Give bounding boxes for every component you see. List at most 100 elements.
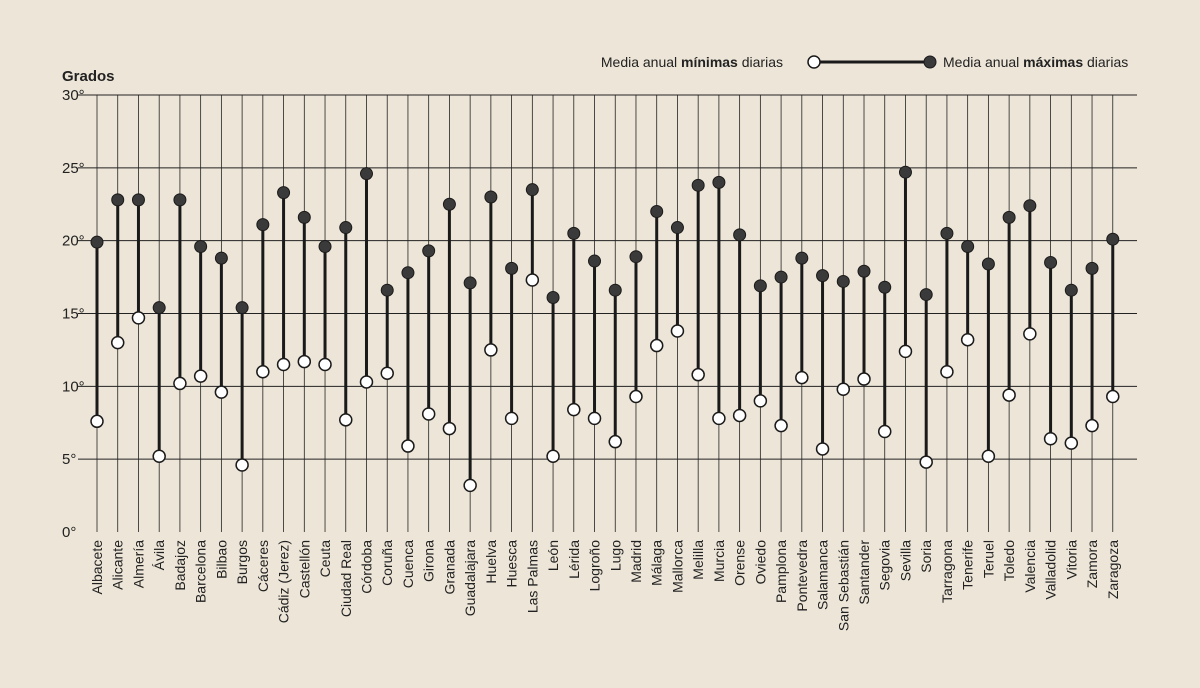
max-point — [359, 167, 373, 181]
category-label: Badajoz — [172, 540, 188, 591]
min-point — [442, 421, 457, 436]
min-point — [131, 311, 146, 325]
category-label: Segovia — [877, 540, 893, 591]
max-point — [318, 239, 332, 253]
min-point — [629, 389, 643, 404]
min-point — [276, 357, 291, 372]
min-point — [1106, 389, 1120, 404]
max-point — [442, 197, 456, 211]
max-point — [670, 221, 684, 235]
max-point — [484, 190, 498, 204]
min-point — [297, 354, 312, 369]
category-label: Córdoba — [358, 540, 374, 594]
max-point — [919, 288, 933, 302]
legend-max-marker — [923, 55, 937, 69]
category-label: Lugo — [607, 540, 623, 571]
category-label: Santander — [856, 540, 872, 605]
max-point — [898, 165, 912, 179]
min-point — [421, 407, 436, 421]
min-point — [753, 394, 768, 408]
category-label: Toledo — [1001, 540, 1017, 581]
category-label: Albacete — [89, 540, 105, 595]
max-point — [940, 226, 954, 240]
min-point — [795, 370, 809, 385]
max-point — [712, 175, 726, 189]
min-point — [504, 411, 519, 426]
category-label: Coruña — [379, 540, 395, 586]
min-point — [152, 449, 166, 464]
min-point — [235, 458, 249, 472]
min-point — [525, 273, 540, 287]
max-point — [339, 221, 353, 235]
min-point — [193, 369, 208, 383]
min-point — [670, 324, 685, 338]
max-point — [173, 193, 187, 207]
min-point — [463, 478, 477, 493]
category-label: Cáceres — [255, 540, 271, 592]
max-point — [981, 257, 995, 271]
category-label: Vitoria — [1063, 540, 1079, 580]
max-point — [753, 279, 767, 293]
min-point — [1002, 388, 1016, 402]
min-point — [401, 439, 415, 453]
min-point — [587, 411, 602, 426]
category-label: Málaga — [649, 540, 665, 586]
y-tick-label: 10° — [62, 378, 85, 395]
category-label: Barcelona — [193, 540, 209, 603]
category-label: San Sebastián — [835, 540, 851, 631]
max-point — [546, 290, 560, 304]
min-point — [960, 332, 975, 347]
category-label: Castellón — [296, 540, 312, 598]
category-label: Valencia — [1022, 540, 1038, 593]
category-label: Soria — [918, 540, 934, 573]
y-tick-label: 20° — [62, 233, 85, 250]
max-point — [194, 239, 208, 253]
category-label: Girona — [421, 540, 437, 582]
min-point — [774, 418, 788, 433]
min-point — [214, 385, 229, 399]
max-point — [795, 251, 809, 265]
category-label: Pamplona — [773, 540, 789, 603]
category-label: Cádiz (Jerez) — [276, 540, 292, 623]
max-point — [1085, 261, 1099, 275]
y-tick-label: 15° — [62, 306, 85, 323]
category-label: Zaragoza — [1105, 540, 1121, 599]
min-point — [732, 408, 747, 423]
min-point — [649, 338, 664, 353]
category-label: Sevilla — [897, 540, 913, 581]
category-label: Ceuta — [317, 540, 333, 578]
max-point — [505, 261, 519, 275]
max-point — [131, 193, 145, 207]
legend: Media anual mínimas diarias Media anual … — [601, 54, 1128, 70]
category-label: Teruel — [980, 540, 996, 578]
max-point — [90, 235, 104, 249]
category-label: Salamanca — [815, 540, 831, 610]
category-label: Zamora — [1084, 540, 1100, 588]
min-point — [1064, 436, 1079, 450]
category-label: Lérida — [566, 540, 582, 579]
max-point — [297, 210, 311, 224]
category-label: Alicante — [110, 540, 126, 590]
min-point — [110, 335, 125, 350]
min-point — [981, 449, 996, 464]
legend-max-label: Media anual máximas diarias — [943, 54, 1128, 70]
category-label: Las Palmas — [524, 540, 540, 613]
min-point — [567, 402, 581, 417]
y-axis-unit-label: Grados — [62, 68, 115, 85]
category-label: Huelva — [483, 540, 499, 584]
category-label: Madrid — [628, 540, 644, 583]
category-label: Orense — [732, 540, 748, 586]
max-point — [567, 226, 581, 240]
category-label: Granada — [441, 540, 457, 595]
max-point — [691, 178, 705, 192]
min-point — [898, 344, 913, 359]
max-point — [525, 183, 539, 197]
max-point — [733, 228, 747, 242]
category-label: Bilbao — [213, 540, 229, 579]
min-point — [712, 411, 726, 426]
legend-min-marker — [807, 55, 821, 69]
max-point — [1064, 283, 1078, 297]
max-point — [1002, 210, 1016, 224]
category-label: Tenerife — [960, 540, 976, 590]
